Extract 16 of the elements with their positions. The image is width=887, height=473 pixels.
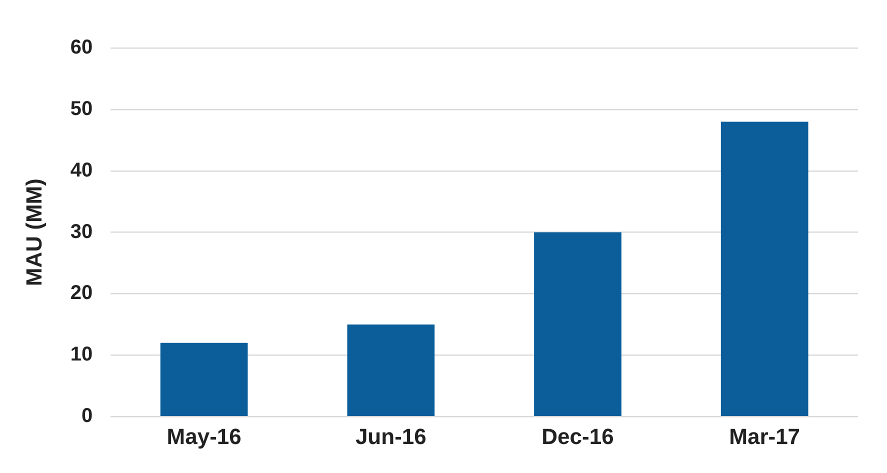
x-tick-label: May-16 <box>166 424 242 449</box>
y-tick-label: 0 <box>82 405 93 428</box>
y-tick-label: 20 <box>70 282 93 304</box>
x-tick-label: Dec-16 <box>542 424 614 449</box>
y-axis-title: MAU (MM) <box>21 178 46 286</box>
bar <box>160 342 248 416</box>
y-tick-label: 60 <box>70 36 93 59</box>
bar <box>347 324 435 416</box>
y-tick-label: 10 <box>70 344 93 366</box>
x-tick-label: Jun-16 <box>355 424 426 449</box>
x-tick-label: Mar-17 <box>729 424 800 449</box>
bar <box>720 122 808 416</box>
y-tick-label: 50 <box>70 98 93 120</box>
bar <box>534 232 622 416</box>
y-tick-label: 40 <box>70 159 93 182</box>
y-tick-label: 30 <box>70 220 93 243</box>
